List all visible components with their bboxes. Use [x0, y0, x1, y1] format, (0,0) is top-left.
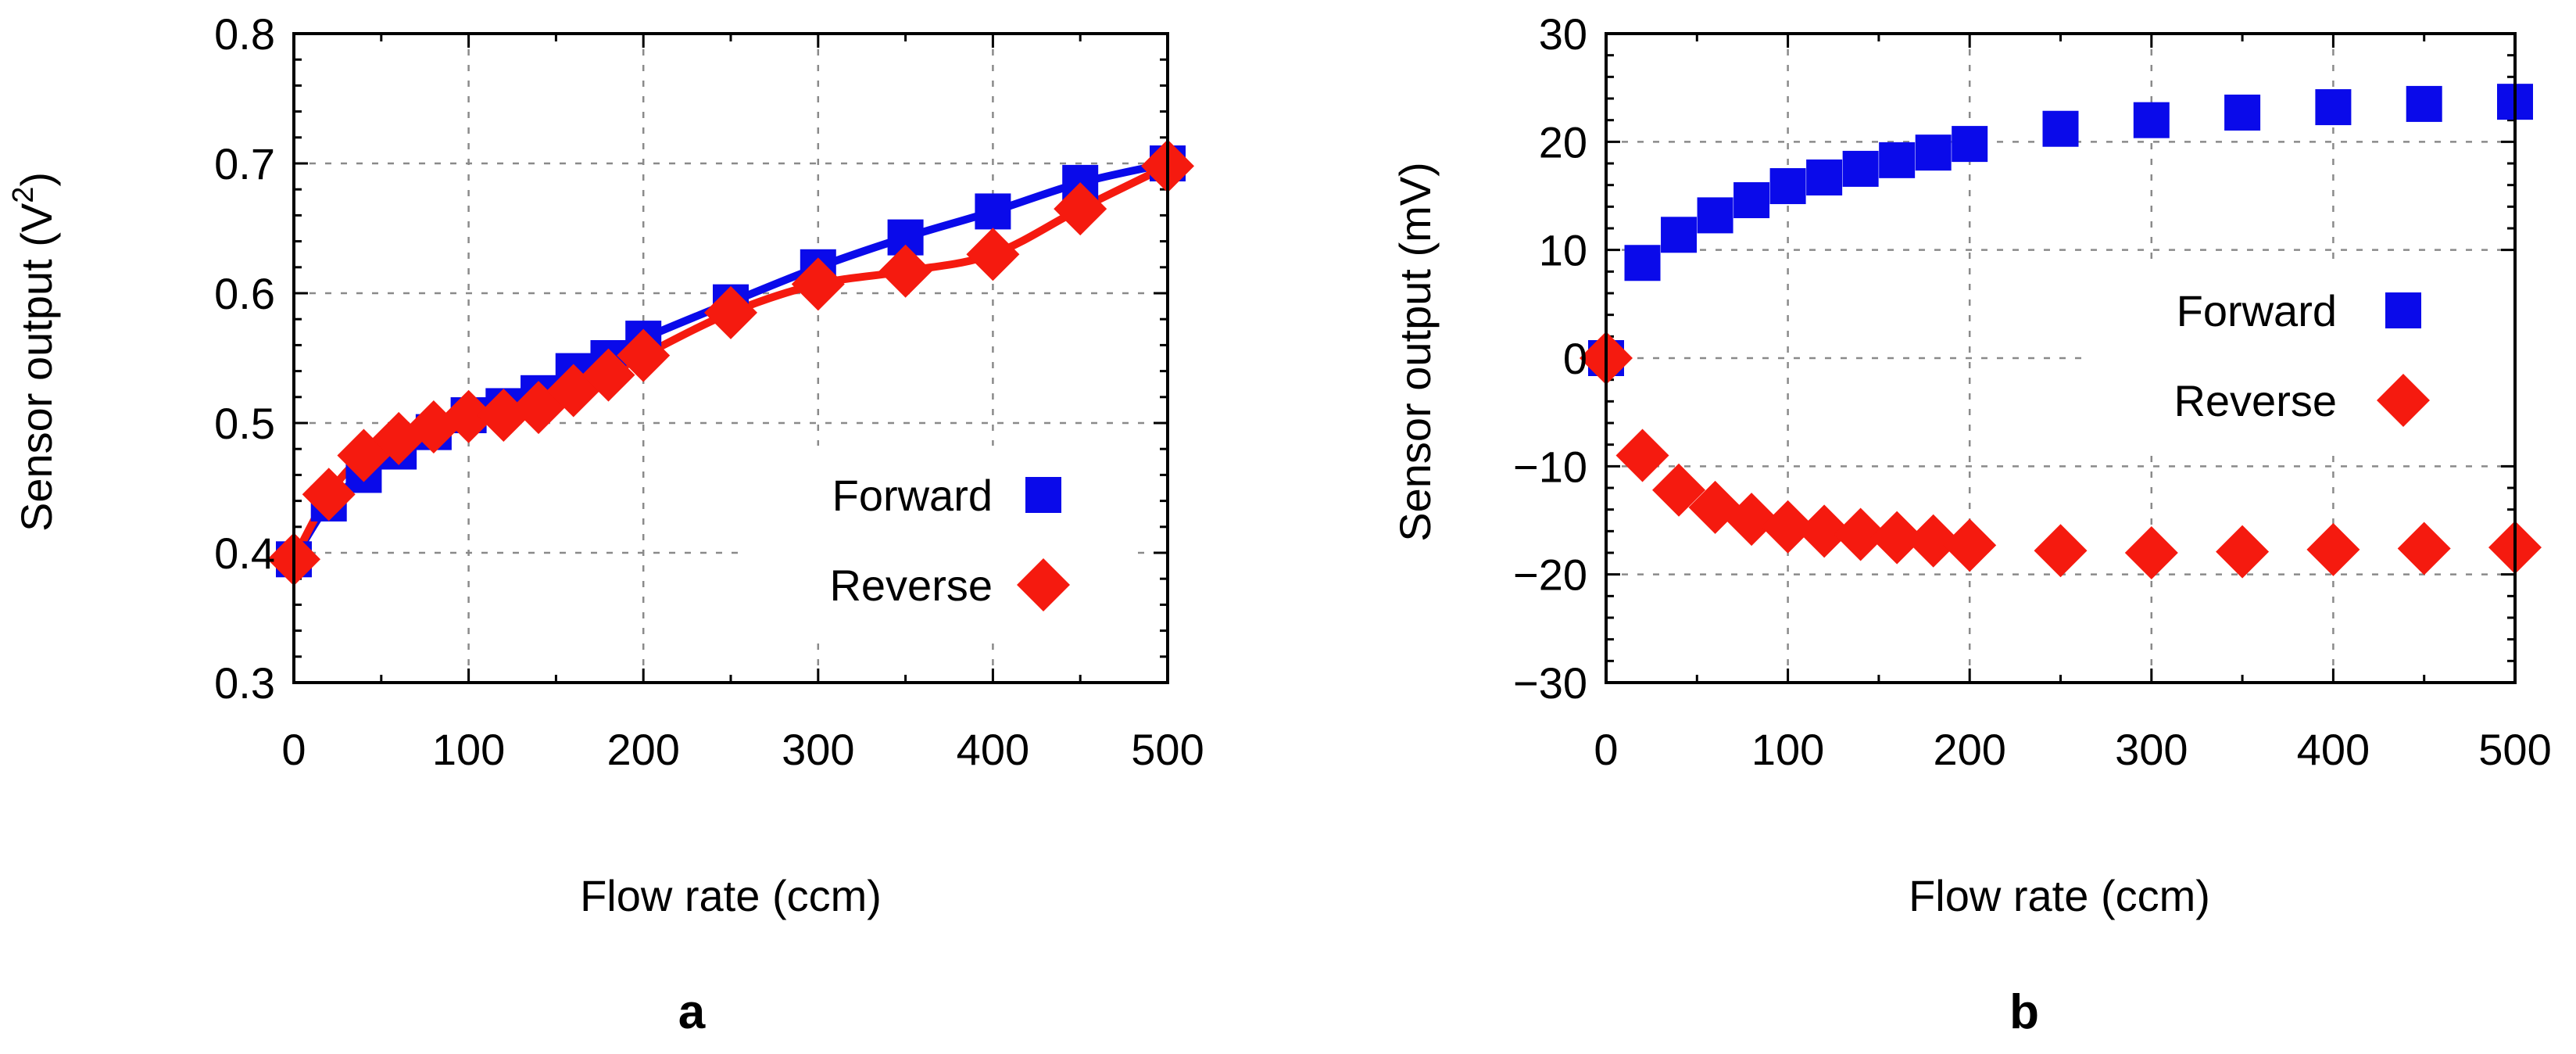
panel-b-reverse-point [1906, 514, 1960, 568]
panel-a-reverse-point [302, 468, 356, 522]
panel-a-y-axis-label-superscript: 2 [7, 187, 40, 203]
panel-b-reverse-point [2397, 522, 2451, 575]
panel-b-reverse-point [2034, 524, 2088, 578]
panel-a-reverse-point [878, 244, 932, 298]
panel-a-legend-background [739, 446, 1129, 641]
panel-b-y-tick-label: 30 [1539, 9, 1587, 59]
panel-b-x-tick-label: 500 [2478, 725, 2551, 774]
panel-a-reverse-point [406, 400, 460, 454]
panel-a-forward-point [975, 193, 1011, 230]
panel-b-forward-point [1806, 159, 1843, 195]
panel-b-reverse-point [1652, 463, 1706, 517]
panel-a-reverse-point [1054, 182, 1107, 236]
panel-a-chart: 0 100 200 300 400 500 0.3 0.4 0.5 0.6 0.7 0.8 Forwa… [7, 9, 1204, 1039]
panel-a-legend-marker-forward [1025, 477, 1061, 513]
panel-b-legend-box [2091, 262, 2528, 454]
panel-a-reverse-point [791, 257, 845, 311]
panel-b-forward-point [1915, 134, 1952, 171]
panel-a-y-axis-label-main: Sensor output (V [12, 203, 61, 532]
panel-a-x-tick-label: 300 [782, 725, 854, 774]
panel-b-x-tick-label: 100 [1751, 725, 1824, 774]
panel-a-y-tick-label: 0.8 [214, 9, 275, 59]
panel-b-forward-point [1624, 245, 1661, 281]
panel-b-legend: Forward Reverse [2174, 286, 2430, 427]
panel-b-forward-point [2224, 94, 2261, 131]
panel-a-x-tick-label: 100 [432, 725, 505, 774]
panel-a-reverse-point [477, 389, 531, 443]
panel-b-y-tick-label: 20 [1539, 117, 1587, 167]
panel-b-tick-labels: 0 100 200 300 400 500 −30 −20 −10 0 10 20 30 [1513, 9, 2552, 774]
panel-b-legend-marker-reverse [2377, 374, 2430, 427]
panel-b-reverse-point [1834, 507, 1887, 561]
panel-a-reverse-point [704, 285, 757, 339]
panel-b-reverse-point [1943, 518, 1997, 572]
panel-b-reverse-point [1761, 500, 1815, 554]
panel-a-legend-box [739, 446, 1129, 641]
panel-a-legend-marker-reverse [1017, 558, 1070, 611]
panel-b-x-tick-label: 400 [2297, 725, 2370, 774]
panel-b-forward-point [2315, 89, 2352, 126]
panel-b-chart: 0 100 200 300 400 500 −30 −20 −10 0 10 20 30 Forward… [1390, 9, 2552, 1039]
panel-b-forward-point [1697, 197, 1733, 234]
panel-b-reverse-point [1725, 493, 1779, 547]
panel-b-forward-point [1842, 150, 1879, 187]
panel-b-reverse-point [1798, 504, 1852, 558]
panel-b-forward-point [1661, 217, 1698, 253]
panel-b-legend-label-forward: Forward [2177, 286, 2337, 335]
panel-a-legend: Forward Reverse [829, 471, 1070, 611]
panel-a-reverse-point [512, 381, 566, 435]
panel-a-plot-frame [292, 32, 1169, 684]
panel-b-y-tick-label: −10 [1513, 442, 1587, 491]
panel-a-markers [267, 139, 1194, 586]
panel-b-forward-point [1769, 168, 1806, 205]
panel-a-x-axis-label: Flow rate (ccm) [580, 871, 882, 920]
panel-a-y-tick-label: 0.7 [214, 139, 275, 188]
panel-a-reverse-point [617, 328, 671, 382]
panel-b-y-tick-label: −20 [1513, 550, 1587, 600]
panel-a-y-tick-label: 0.5 [214, 399, 275, 448]
panel-a-reverse-point [442, 389, 496, 443]
panel-a-legend-label-forward: Forward [832, 471, 993, 520]
panel-b-reverse-point [2124, 526, 2178, 579]
panel-b-x-tick-label: 0 [1594, 725, 1618, 774]
panel-a-label: a [678, 985, 706, 1039]
panel-b-reverse-point [2306, 522, 2360, 576]
panel-a-tick-labels: 0 100 200 300 400 500 0.3 0.4 0.5 0.6 0.7 0.8 [214, 9, 1204, 774]
panel-b-y-tick-label: −30 [1513, 658, 1587, 708]
panel-a-y-tick-label: 0.3 [214, 658, 275, 708]
panel-b-forward-point [1733, 182, 1770, 219]
panel-b-forward-point [2042, 110, 2079, 147]
panel-b-plot-frame [1605, 32, 2517, 684]
panel-a-legend-label-reverse: Reverse [829, 561, 993, 610]
panel-b-reverse-point [2216, 525, 2270, 579]
panel-b-x-tick-label: 200 [1933, 725, 2005, 774]
panel-b-x-tick-label: 300 [2115, 725, 2188, 774]
panel-b-x-axis-label: Flow rate (ccm) [1909, 871, 2210, 920]
panel-a-y-axis-label: Sensor output (V2) [7, 172, 61, 532]
panel-b-legend-background [2091, 262, 2528, 454]
panel-b-y-tick-label: 10 [1539, 226, 1587, 275]
panel-a-x-tick-label: 400 [957, 725, 1029, 774]
panel-b-legend-marker-forward [2385, 292, 2421, 328]
panel-b-reverse-point [1870, 511, 1924, 565]
panel-a-reverse-point [966, 228, 1020, 281]
panel-a-x-tick-label: 200 [606, 725, 679, 774]
panel-b-legend-label-reverse: Reverse [2174, 376, 2337, 425]
panel-a-y-tick-label: 0.4 [214, 529, 275, 578]
panel-b-forward-point [1879, 142, 1916, 178]
panel-b-y-axis-label: Sensor output (mV) [1390, 162, 1440, 542]
panel-a-y-tick-label: 0.6 [214, 269, 275, 318]
panel-a-y-axis-label-end: ) [12, 172, 61, 187]
panel-b-forward-point [2406, 85, 2442, 122]
panel-a-x-tick-label: 0 [281, 725, 306, 774]
panel-b-forward-point [2133, 102, 2170, 138]
panel-b-reverse-point [1615, 428, 1669, 482]
panel-b-label: b [2009, 985, 2039, 1039]
panel-b-y-tick-label: 0 [1563, 334, 1587, 383]
panel-b-forward-point [1952, 126, 1988, 163]
panel-a-x-tick-label: 500 [1131, 725, 1204, 774]
panel-a-reverse-point [581, 348, 635, 402]
